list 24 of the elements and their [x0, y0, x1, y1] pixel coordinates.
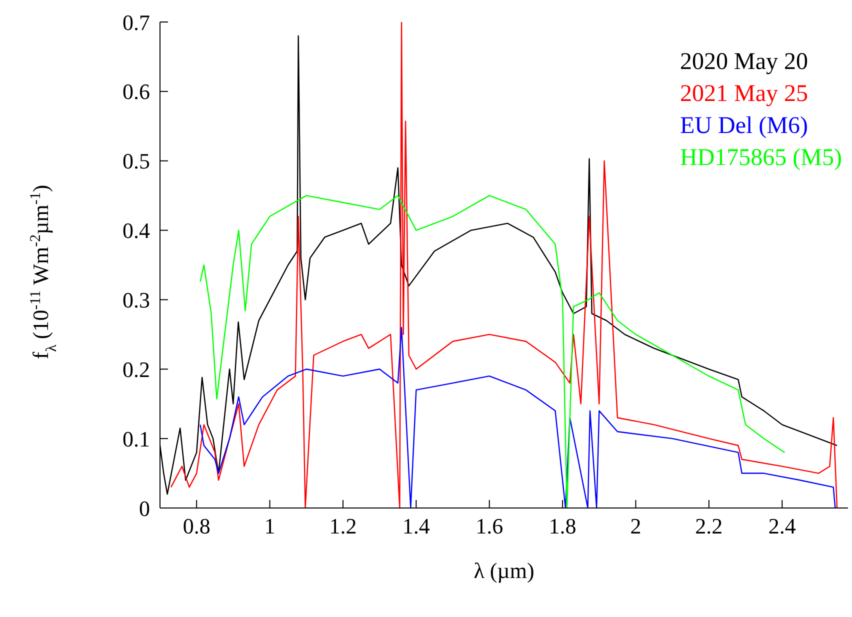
- y-tick-label: 0.2: [122, 356, 150, 382]
- line-series: [200, 194, 786, 508]
- x-tick-label: 0.8: [182, 514, 210, 539]
- text: EU Del (M6): [680, 112, 809, 141]
- y-tick-label: 0.3: [122, 288, 150, 313]
- x-tick-label: 1.8: [548, 514, 576, 539]
- x-tick-label: 1.2: [329, 514, 357, 539]
- x-tick-label: 2.2: [695, 514, 723, 539]
- text: 2021 May 25: [680, 80, 809, 109]
- y-tick-label: 0: [139, 496, 150, 521]
- x-axis-title: λ (µm): [474, 558, 534, 583]
- y-tick-label: 0.7: [122, 10, 150, 35]
- x-tick-label: 2.4: [768, 514, 796, 539]
- y-tick-label: 0.5: [122, 148, 150, 174]
- x-tick-label: 2: [630, 514, 642, 539]
- line-series: [200, 326, 836, 508]
- x-tick-label: 1: [264, 514, 276, 539]
- x-tick-label: 1.4: [402, 514, 430, 539]
- y-tick-label: 0.4: [122, 218, 150, 244]
- text: HD175865 (M5): [680, 144, 842, 173]
- text: 2020 May 20: [680, 48, 809, 77]
- y-tick-label: 0.1: [122, 426, 150, 452]
- x-tick-label: 1.6: [476, 514, 504, 539]
- y-tick-label: 0.6: [122, 79, 150, 104]
